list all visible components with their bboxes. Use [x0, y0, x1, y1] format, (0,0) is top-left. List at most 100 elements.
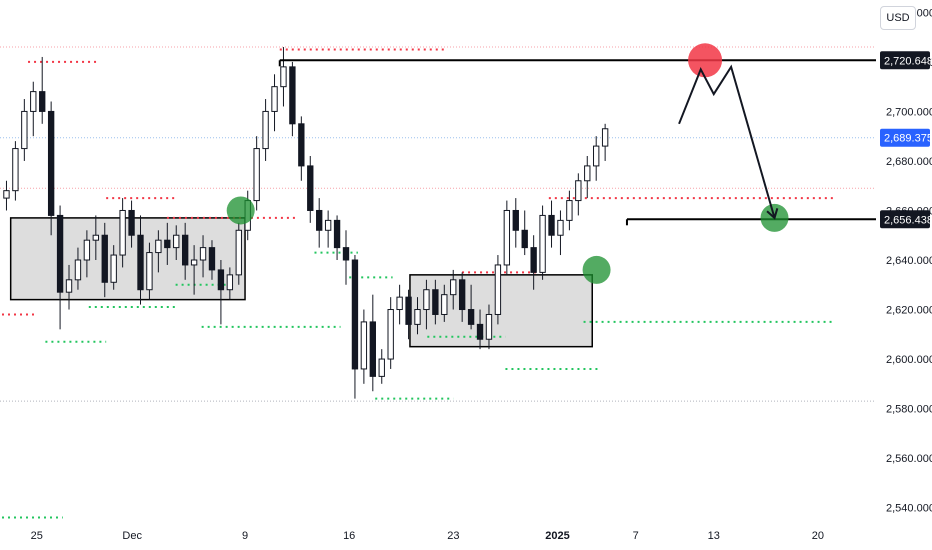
candle-body — [21, 110, 28, 150]
time-tick-label: 20 — [812, 530, 824, 542]
candle-body — [450, 279, 457, 296]
candle-body — [378, 358, 385, 377]
price-tick-label: 2,600.000 — [886, 354, 932, 366]
candle-body — [360, 321, 368, 370]
currency-label: USD — [886, 12, 910, 24]
candle-up — [378, 349, 385, 384]
candle-body — [548, 214, 555, 236]
candle-up — [566, 190, 573, 231]
candle-down — [101, 222, 108, 298]
candle-body — [298, 123, 305, 167]
candle-down — [39, 56, 46, 124]
candle-body — [181, 234, 189, 266]
candle-body — [512, 209, 519, 231]
candle-down — [181, 222, 189, 280]
candle-up — [557, 210, 564, 256]
candle-body — [307, 165, 314, 211]
candle-body — [503, 209, 511, 266]
candle-down — [405, 289, 412, 340]
candle-body — [164, 239, 171, 249]
candle-body — [235, 229, 242, 276]
candle-up — [21, 99, 28, 161]
candle-down — [467, 284, 475, 330]
price-label-bg — [880, 210, 930, 229]
candle-up — [235, 222, 242, 285]
candle-up — [173, 225, 180, 260]
candle-up — [262, 99, 269, 161]
candle-body — [74, 259, 82, 281]
currency-button[interactable]: USD — [880, 6, 916, 30]
candle-body — [280, 66, 287, 88]
candle-down — [298, 116, 305, 181]
price-axis-bg — [878, 0, 932, 550]
candle-up — [253, 136, 260, 211]
candle-down — [333, 215, 341, 260]
arrow-head — [766, 208, 779, 220]
time-tick-label: 13 — [708, 530, 720, 542]
candle-body — [432, 289, 439, 315]
candle-body — [342, 247, 350, 261]
price-label-text: 2,689.375 — [884, 133, 932, 145]
candle-body — [405, 296, 412, 325]
candle-body — [47, 110, 55, 216]
candle-up — [199, 235, 207, 278]
price-label-text: 2,656.438 — [884, 214, 932, 226]
price-tick-label: 2,560.000 — [886, 453, 932, 465]
candle-body — [3, 190, 10, 199]
candle-up — [593, 136, 600, 181]
candle-body — [155, 239, 162, 254]
candle-body — [119, 209, 126, 256]
candle-body — [101, 234, 108, 283]
candle-up — [575, 173, 582, 216]
candle-up — [110, 245, 117, 290]
candle-down — [316, 198, 323, 248]
candle-up — [119, 198, 126, 268]
price-labels: 2,720.648 2,689.375 2,656.438 — [880, 51, 932, 229]
candle-up — [65, 264, 73, 310]
candle-body — [324, 219, 332, 231]
candle-up — [92, 215, 100, 260]
candle-body — [593, 145, 600, 167]
candle-up — [539, 205, 546, 280]
candle-body — [173, 234, 180, 249]
projection-path[interactable] — [678, 64, 779, 220]
candle-up — [146, 242, 153, 300]
candle-down — [307, 156, 314, 223]
candle-up — [601, 123, 609, 161]
candle-body — [128, 209, 135, 236]
candle-body — [110, 254, 117, 283]
time-axis[interactable]: 25 Dec 9 16 23 2025 7 13 20 — [31, 530, 824, 542]
candle-up — [396, 284, 403, 325]
candle-body — [369, 321, 376, 377]
candle-body — [396, 296, 403, 311]
price-label-bg — [880, 51, 930, 70]
candle-body — [262, 110, 269, 150]
candle-body — [56, 214, 64, 293]
candle-down — [289, 61, 296, 137]
price-axis[interactable]: 2,540.000 2,560.000 2,580.000 2,600.000 2,62… — [878, 0, 932, 550]
candle-up — [83, 230, 91, 278]
candle-body — [208, 247, 216, 271]
candle-body — [557, 219, 564, 236]
candle-body — [65, 279, 73, 293]
candle-down — [128, 200, 135, 248]
horizontal-levels[interactable] — [278, 59, 876, 226]
candle-down — [47, 101, 55, 236]
candle-body — [146, 252, 153, 291]
signal-circle — [226, 196, 255, 225]
candle-body — [30, 91, 37, 112]
candle-up — [74, 247, 82, 290]
candle-up — [226, 267, 234, 300]
candle-up — [190, 245, 198, 295]
candle-up — [485, 304, 493, 350]
candle-body — [601, 128, 609, 147]
candle-body — [351, 259, 359, 370]
candle-body — [253, 148, 260, 202]
candle-body — [485, 313, 493, 340]
candle-body — [458, 279, 466, 311]
price-grid-lines — [0, 46, 876, 402]
time-tick-label: 16 — [343, 530, 355, 542]
candle-up — [155, 230, 162, 273]
